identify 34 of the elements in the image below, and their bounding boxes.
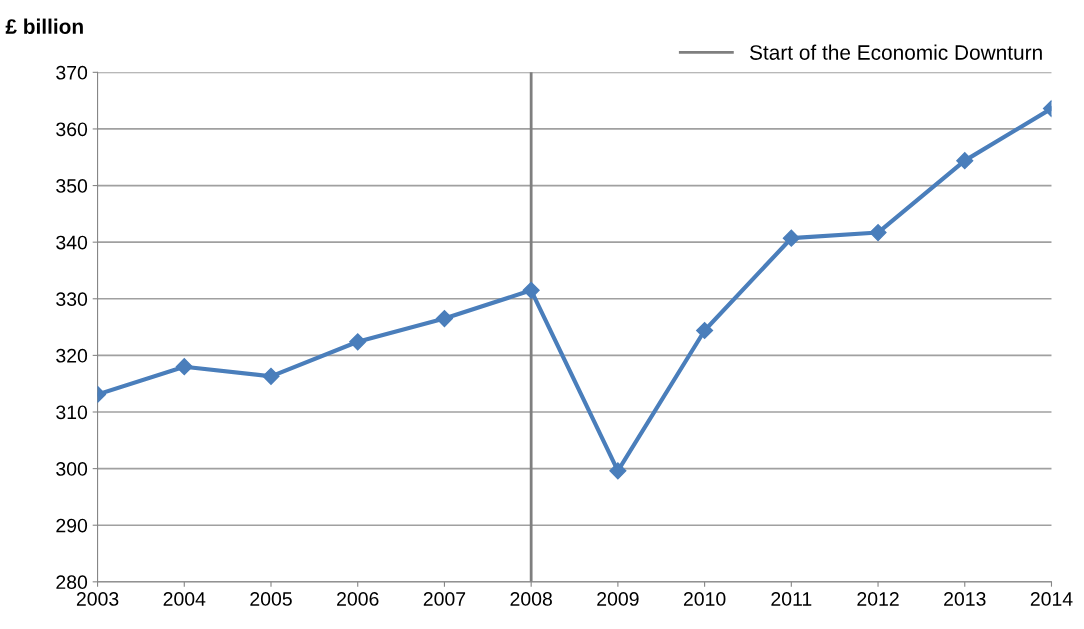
- point: [956, 152, 974, 170]
- x-tick-label: 2013: [944, 592, 986, 606]
- x-tick-label: 2003: [76, 592, 119, 606]
- point: [609, 462, 627, 480]
- y-tick-label: 370: [56, 65, 88, 80]
- point: [262, 367, 280, 385]
- x-tick-label: 2004: [163, 592, 206, 606]
- point: [696, 321, 714, 340]
- y-tick-label: 290: [56, 518, 88, 533]
- x-tick-label: 2008: [510, 592, 552, 606]
- x-tick-label: 2006: [337, 592, 379, 606]
- x-tick-label: 2007: [423, 592, 466, 606]
- point: [869, 223, 887, 242]
- y-tick-label: 330: [56, 292, 88, 307]
- point: [782, 229, 800, 247]
- x-tick-label: 2011: [771, 592, 812, 606]
- y-tick-label: 350: [56, 179, 88, 193]
- x-tick-label: 2010: [683, 592, 726, 606]
- y-tick-label: 280: [56, 575, 88, 590]
- x-tick-label: 2005: [250, 592, 292, 606]
- y-tick-label: 340: [56, 235, 88, 250]
- x-tick-label: 2009: [597, 592, 639, 606]
- x-tick-label: 2012: [857, 592, 899, 606]
- y-tick-label: 320: [56, 348, 88, 363]
- point: [349, 333, 367, 351]
- point: [435, 310, 453, 328]
- legend-label: Start of the Economic Downturn: [749, 44, 1042, 60]
- x-tick-label: 2014: [1030, 592, 1073, 606]
- y-tick-label: 360: [56, 122, 88, 137]
- point: [175, 358, 193, 376]
- y-tick-label: 310: [56, 405, 88, 420]
- point: [522, 281, 540, 299]
- y-axis-title: £ billion: [5, 18, 83, 34]
- y-tick-label: 300: [56, 462, 88, 476]
